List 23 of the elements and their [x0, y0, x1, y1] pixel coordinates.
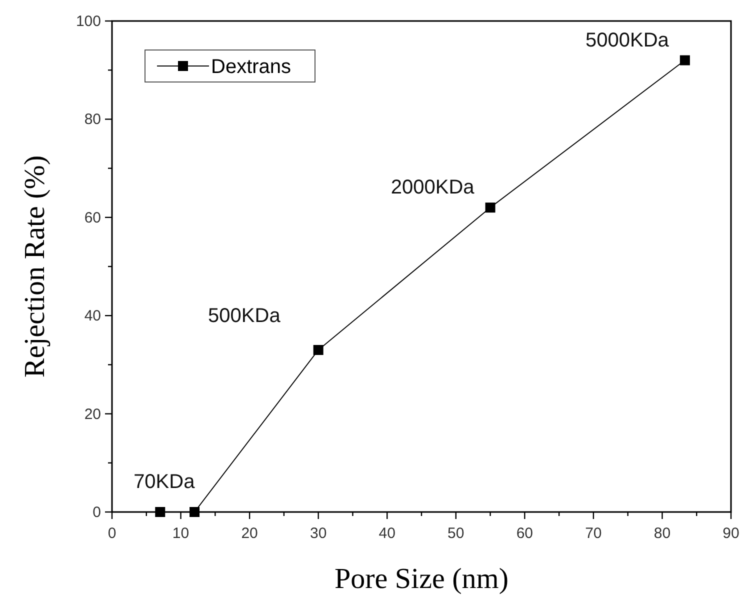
x-tick-label: 80 [654, 525, 671, 542]
y-tick-label: 100 [76, 13, 101, 30]
annotation: 500KDa [208, 304, 282, 327]
y-tick-label: 0 [92, 504, 101, 521]
x-tick-label: 20 [241, 525, 258, 542]
y-tick-label: 20 [84, 406, 101, 423]
y-tick-label: 40 [84, 308, 101, 325]
legend-label: Dextrans [211, 56, 292, 78]
x-tick-label: 40 [378, 525, 396, 542]
annotation: 70KDa [134, 471, 196, 493]
x-axis-title: Pore Size (nm) [334, 563, 508, 595]
annotation: 2000KDa [390, 176, 476, 199]
x-tick-label: 50 [448, 525, 464, 542]
x-tick-label: 70 [585, 525, 602, 542]
y-tick-label: 80 [84, 111, 101, 128]
x-tick-label: 30 [310, 525, 327, 542]
x-tick-label: 10 [172, 525, 190, 542]
y-axis-title: Rejection Rate (%) [19, 155, 51, 378]
y-tick-label: 60 [84, 209, 101, 226]
x-tick-label: 0 [108, 525, 116, 542]
annotation: 5000KDa [586, 29, 670, 52]
x-tick-label: 60 [516, 525, 534, 542]
x-tick-label: 90 [722, 525, 740, 542]
